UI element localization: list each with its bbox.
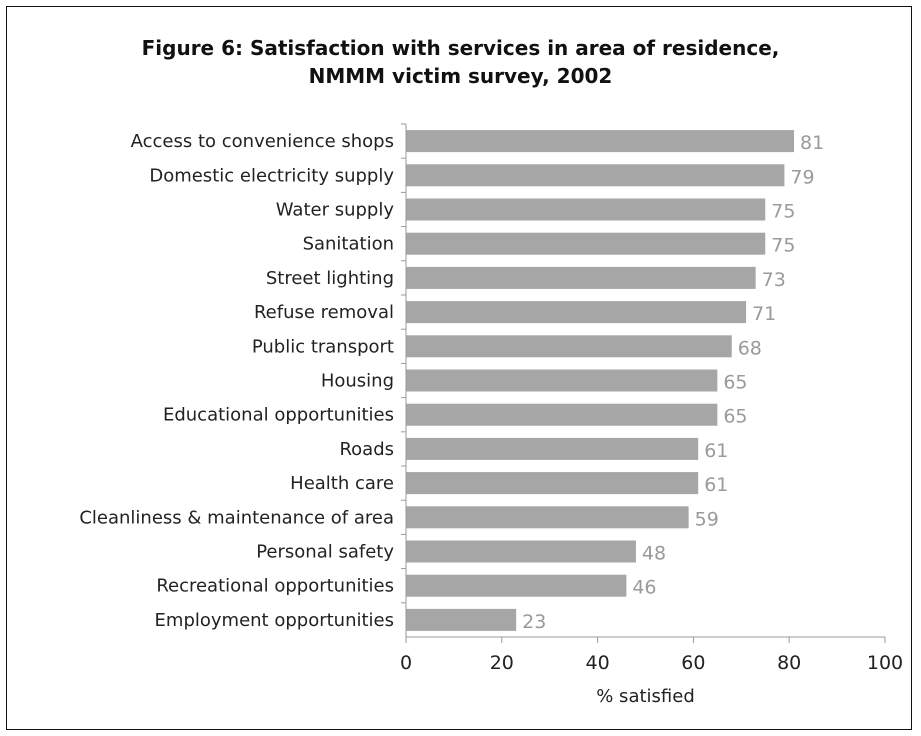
bar [406, 608, 517, 631]
x-axis-label: % satisfied [596, 686, 695, 707]
category-label: Educational opportunities [163, 405, 394, 426]
bar [406, 540, 636, 563]
bar [406, 574, 627, 597]
x-tick-label: 20 [490, 652, 514, 674]
data-label: 71 [752, 303, 776, 325]
x-tick-label: 100 [867, 652, 903, 674]
bar [406, 198, 766, 221]
x-tick-label: 0 [400, 652, 412, 674]
bar [406, 232, 766, 255]
data-label: 75 [771, 201, 795, 223]
category-label: Sanitation [303, 234, 394, 255]
data-label: 23 [522, 611, 546, 633]
chart-title-line-2: NMMM victim survey, 2002 [308, 64, 613, 88]
x-tick-label: 40 [586, 652, 610, 674]
category-label: Health care [290, 473, 394, 494]
data-label: 81 [800, 132, 824, 154]
data-label: 65 [723, 406, 747, 428]
chart-title: Figure 6: Satisfaction with services in … [0, 34, 921, 90]
data-label: 61 [704, 474, 728, 496]
data-label: 79 [790, 166, 814, 188]
bar [406, 130, 794, 153]
category-label: Recreational opportunities [156, 576, 394, 597]
data-label: 75 [771, 235, 795, 257]
bar [406, 301, 747, 324]
category-label: Water supply [276, 200, 395, 221]
category-label: Access to convenience shops [131, 131, 394, 152]
data-label: 61 [704, 440, 728, 462]
bar [406, 164, 785, 187]
x-tick-label: 80 [777, 652, 801, 674]
category-label: Personal safety [256, 542, 394, 563]
category-label: Refuse removal [254, 302, 394, 323]
category-label: Public transport [252, 336, 394, 357]
bar [406, 369, 718, 392]
bar [406, 472, 699, 495]
data-label: 59 [695, 508, 719, 530]
category-label: Housing [321, 371, 394, 392]
category-label: Cleanliness & maintenance of area [79, 507, 394, 528]
chart-title-line-1: Figure 6: Satisfaction with services in … [141, 36, 780, 60]
data-label: 73 [762, 269, 786, 291]
data-label: 46 [632, 577, 656, 599]
category-label: Domestic electricity supply [149, 165, 394, 186]
bar [406, 403, 718, 426]
bar [406, 335, 732, 358]
category-label: Roads [339, 439, 394, 460]
bar [406, 506, 689, 529]
category-label: Street lighting [266, 268, 394, 289]
x-tick-label: 60 [681, 652, 705, 674]
category-label: Employment opportunities [155, 610, 394, 631]
data-label: 65 [723, 372, 747, 394]
bar [406, 266, 756, 289]
bar [406, 437, 699, 460]
data-label: 68 [738, 337, 762, 359]
data-label: 48 [642, 543, 666, 565]
